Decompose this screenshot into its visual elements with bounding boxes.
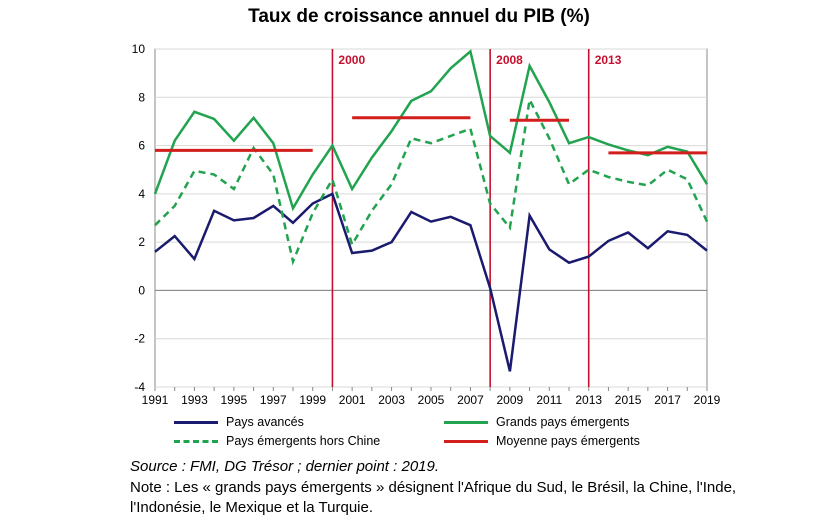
y-tick-label: 6 [138, 139, 145, 153]
x-tick-label: 1999 [299, 393, 326, 407]
legend-label-pays-avances: Pays avancés [226, 415, 304, 429]
vertical-marker-label-2008: 2008 [496, 53, 523, 67]
line-chart: -4 -2 0 2 4 6 8 10 1991 1993 1995 1997 1999 2001 2003 2… [132, 42, 721, 407]
x-tick-label: 1991 [142, 393, 169, 407]
x-tick-label: 2001 [339, 393, 366, 407]
y-tick-label: 8 [138, 90, 145, 104]
legend-item-pays-avances: Pays avancés [174, 415, 304, 429]
plot-frame [154, 48, 708, 388]
x-tick-label: 2005 [418, 393, 445, 407]
legend-label-moyenne-pays-emergents: Moyenne pays émergents [496, 434, 640, 448]
chart-title: Taux de croissance annuel du PIB (%) [248, 6, 590, 27]
y-tick-label: 2 [138, 235, 145, 249]
legend-swatch-pays-avances [174, 420, 218, 424]
legend-swatch-moyenne-pays-emergents [444, 439, 488, 443]
y-tick-label: 0 [138, 283, 145, 297]
x-tick-label: 2019 [694, 393, 721, 407]
x-tick-label: 1993 [181, 393, 208, 407]
y-tick-label: 4 [138, 187, 145, 201]
x-tick-label: 2009 [497, 393, 524, 407]
series-line-1 [153, 49, 709, 212]
legend-label-pays-emergents-hors-chine: Pays émergents hors Chine [226, 434, 381, 448]
series-line-0 [154, 192, 708, 372]
note-text: Note : Les « grands pays émergents » dés… [130, 479, 737, 516]
legend-item-moyenne-pays-emergents: Moyenne pays émergents [444, 434, 640, 448]
x-tick-label: 1995 [221, 393, 248, 407]
x-tick-label: 2011 [536, 393, 562, 407]
legend-item-pays-emergents-hors-chine: Pays émergents hors Chine [174, 434, 380, 448]
x-tick-label: 2015 [615, 393, 642, 407]
legend-item-grands-pays-emergents: Grands pays émergents [444, 415, 629, 429]
legend-swatch-pays-emergents-hors-chine [174, 439, 218, 443]
y-tick-label: 10 [132, 42, 146, 56]
vertical-marker-label-2013: 2013 [595, 53, 622, 67]
source-text: Source : FMI, DG Trésor ; dernier point … [130, 458, 440, 475]
legend-swatch-grands-pays-emergents [444, 420, 488, 424]
series-line-2 [154, 95, 709, 266]
x-tick-label: 2017 [654, 393, 681, 407]
x-tick-label: 2003 [378, 393, 405, 407]
x-tick-label: 1997 [260, 393, 287, 407]
y-tick-label: -2 [134, 332, 145, 346]
x-tick-label: 2013 [575, 393, 602, 407]
x-tick-label: 2007 [457, 393, 484, 407]
vertical-marker-label-2000: 2000 [338, 53, 365, 67]
y-tick-label: -4 [134, 380, 145, 394]
legend-label-grands-pays-emergents: Grands pays émergents [496, 415, 630, 429]
